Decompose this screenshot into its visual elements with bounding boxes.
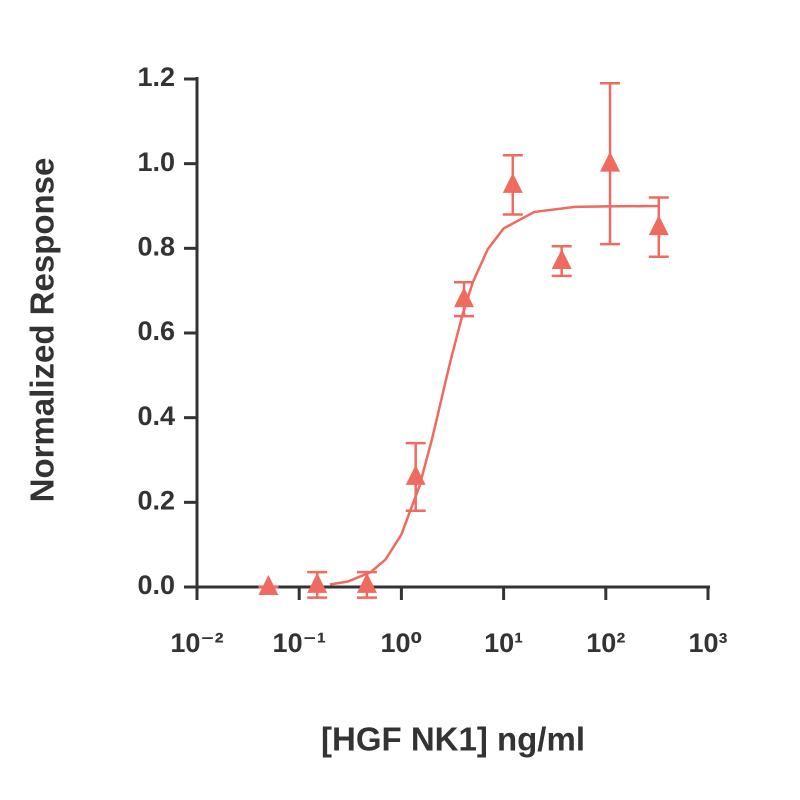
x-tick-label: 10² xyxy=(586,628,625,658)
x-tick-label: 10¹ xyxy=(484,628,523,658)
data-point xyxy=(356,572,377,593)
x-tick-label: 10⁻² xyxy=(170,628,223,658)
y-tick-label: 0.2 xyxy=(137,485,175,515)
y-axis-label: Normalized Response xyxy=(24,158,61,503)
data-point xyxy=(551,249,572,270)
y-tick-label: 0.8 xyxy=(137,231,175,261)
x-axis-label: [HGF NK1] ng/ml xyxy=(321,721,585,758)
data-point xyxy=(405,464,426,485)
x-tick-label: 10⁰ xyxy=(380,628,422,658)
x-tick-label: 10³ xyxy=(688,628,727,658)
data-point xyxy=(258,575,279,595)
y-tick-label: 1.2 xyxy=(137,62,175,92)
y-tick-label: 0.6 xyxy=(137,316,175,346)
data-point xyxy=(648,215,669,236)
y-tick-label: 1.0 xyxy=(137,147,175,177)
data-point xyxy=(502,172,523,193)
fit-curve xyxy=(329,204,659,586)
data-point xyxy=(454,287,475,308)
x-tick-label: 10⁻¹ xyxy=(273,628,326,658)
y-tick-label: 0.4 xyxy=(137,401,175,431)
data-point xyxy=(307,572,328,593)
y-tick-label: 0.0 xyxy=(137,570,175,600)
data-point xyxy=(600,151,621,172)
